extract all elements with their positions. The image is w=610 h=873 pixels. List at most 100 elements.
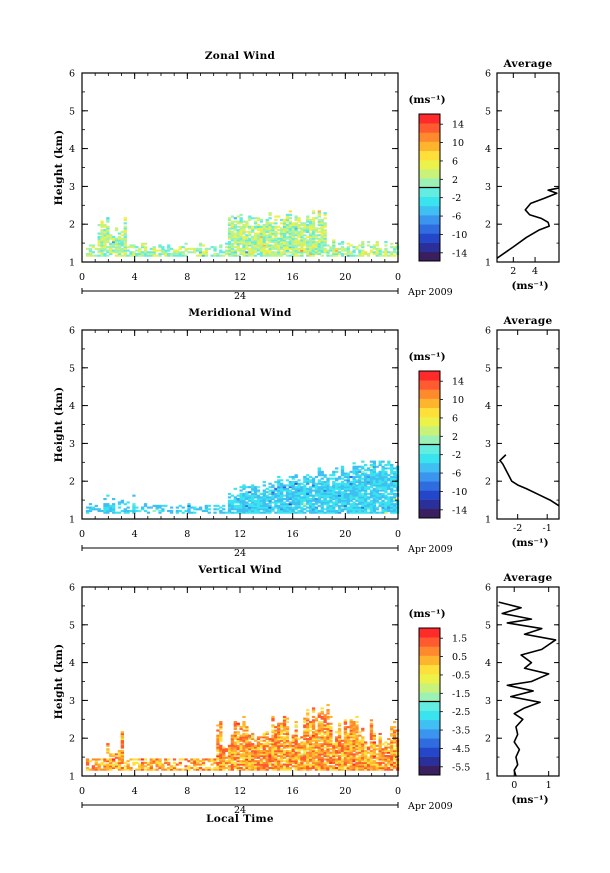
heatmap-cell [227, 749, 232, 753]
heatmap-cell [123, 768, 127, 771]
heatmap-cell [306, 477, 310, 480]
heatmap-cell [329, 731, 333, 734]
heatmap-cell [201, 761, 206, 764]
heatmap-cell [317, 760, 321, 763]
heatmap-cell [308, 491, 313, 494]
heatmap-cell [236, 220, 240, 223]
heatmap-cell [311, 749, 316, 753]
heatmap-cell [352, 246, 356, 249]
heatmap-cell [332, 508, 336, 511]
colorbar-swatch [419, 472, 440, 482]
heatmap-cell [236, 249, 240, 252]
heatmap-cell [248, 738, 252, 741]
heatmap-cell [236, 763, 240, 766]
colorbar-tick-label: -2 [452, 450, 461, 461]
heatmap-cell [245, 753, 249, 756]
heatmap-cell [343, 729, 348, 732]
heatmap-cell [317, 736, 321, 739]
heatmap-cell [375, 498, 379, 501]
heatmap-cell [372, 475, 377, 479]
heatmap-cell [233, 734, 237, 737]
heatmap-cell [361, 481, 365, 484]
heatmap-cell [311, 753, 316, 756]
heatmap-cell [274, 760, 278, 763]
heatmap-cell [288, 225, 293, 228]
heatmap-cell [308, 751, 313, 754]
heatmap-cell [248, 244, 252, 247]
heatmap-cell [352, 722, 356, 725]
heatmap-cell [282, 729, 287, 732]
heatmap-cell [320, 712, 324, 715]
heatmap-cell [364, 477, 368, 480]
heatmap-cell [277, 486, 281, 489]
heatmap-cell [369, 503, 374, 506]
heatmap-cell [352, 756, 356, 759]
heatmap-cell [248, 252, 252, 256]
colorbar-swatch [419, 398, 440, 409]
colorbar-swatch [419, 683, 440, 693]
heatmap-cell [274, 732, 278, 736]
heatmap-cell [94, 508, 98, 511]
heatmap-cell [387, 743, 391, 746]
heatmap-cell [282, 504, 287, 507]
heatmap-cell [256, 244, 261, 247]
heatmap-cell [230, 511, 235, 514]
heatmap-cell [349, 252, 353, 256]
heatmap-cell [308, 494, 313, 497]
heatmap-cell [375, 241, 379, 244]
heatmap-cell [329, 486, 333, 489]
heatmap-cell [262, 230, 266, 233]
heatmap-cell [294, 760, 298, 763]
heatmap-cell [364, 475, 368, 479]
heatmap-cell [352, 462, 356, 465]
heatmap-cell [268, 491, 272, 494]
heatmap-cell [314, 252, 319, 256]
heatmap-cell [138, 766, 142, 770]
heatmap-cell [372, 509, 377, 513]
heatmap-cell [329, 499, 333, 502]
heatmap-cell [242, 756, 246, 759]
colorbar-swatch [419, 719, 440, 730]
heatmap-cell [369, 758, 374, 761]
heatmap-cell [161, 249, 165, 252]
heatmap-cell [361, 748, 365, 751]
heatmap-cell [288, 217, 293, 220]
heatmap-cell [138, 758, 142, 761]
heatmap-cell [306, 246, 310, 249]
heatmap-cell [317, 472, 321, 475]
heatmap-cell [314, 736, 319, 739]
heatmap-cell [282, 503, 287, 506]
heatmap-cell [387, 501, 391, 504]
heatmap-cell [393, 489, 397, 492]
heatmap-cell [291, 232, 295, 235]
heatmap-cell [332, 503, 336, 506]
heatmap-cell [233, 765, 237, 768]
heatmap-cell [164, 252, 168, 256]
heatmap-cell [369, 246, 374, 249]
heatmap-cell [306, 242, 310, 245]
heatmap-cell [291, 230, 295, 233]
heatmap-cell [361, 249, 365, 252]
heatmap-cell [100, 254, 104, 257]
heatmap-cell [143, 503, 148, 506]
heatmap-cell [355, 741, 359, 744]
heatmap-cell [219, 721, 223, 724]
heatmap-cell [314, 251, 319, 254]
heatmap-cell [256, 744, 261, 747]
heatmap-cell [242, 506, 246, 509]
heatmap-cell [259, 230, 264, 233]
heatmap-cell [297, 761, 301, 764]
heatmap-cell [320, 230, 324, 233]
heatmap-cell [233, 498, 237, 501]
heatmap-cell [372, 462, 377, 465]
heatmap-cell [248, 768, 252, 771]
heatmap-cell [300, 235, 304, 239]
heatmap-cell [219, 246, 223, 249]
heatmap-cell [239, 755, 243, 758]
heatmap-cell [230, 739, 235, 742]
heatmap-cell [216, 746, 220, 749]
heatmap-cell [236, 508, 240, 511]
heatmap-cell [297, 225, 301, 228]
heatmap-cell [323, 213, 327, 216]
heatmap-cell [291, 239, 295, 242]
